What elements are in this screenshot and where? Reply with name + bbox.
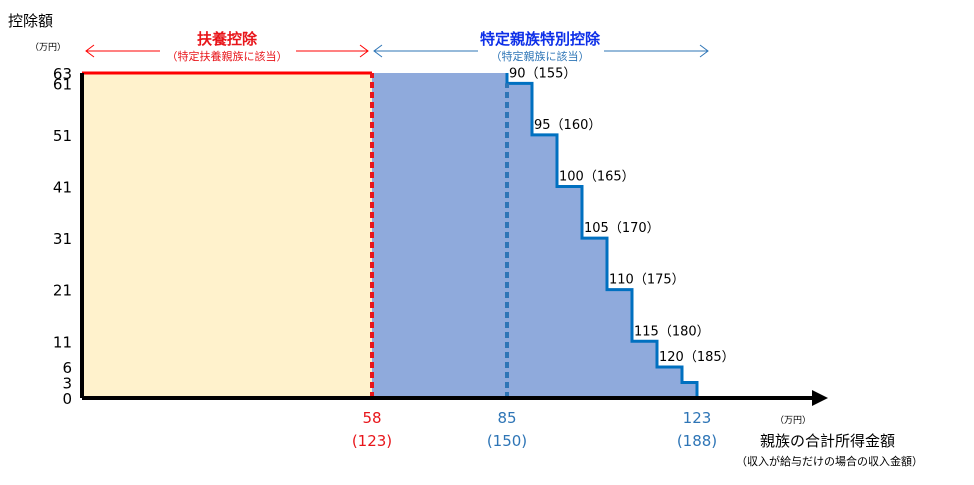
fuyou-arrowhead-left xyxy=(85,44,95,58)
y-tick-label: 6 xyxy=(62,359,72,377)
y-tick-label: 11 xyxy=(53,333,72,351)
region-title-fuyou: 扶養控除 xyxy=(197,30,258,48)
region-fuyou-fill xyxy=(82,73,372,398)
y-tick-label: 31 xyxy=(53,230,72,248)
y-tick-label: 51 xyxy=(53,127,72,145)
y-tick-label: 63 xyxy=(53,65,72,83)
x-tick-label-58: 58 xyxy=(362,409,381,427)
x-axis-unit: （万円） xyxy=(775,415,811,426)
y-tick-label: 21 xyxy=(53,282,72,300)
step-label: 100（165） xyxy=(559,169,635,184)
x-tick-label-123: 123 xyxy=(683,409,712,427)
region-note-tokutei: （特定親族に該当） xyxy=(491,49,590,63)
x-tick-sublabel-85: (150) xyxy=(487,432,527,450)
x-tick-sublabel-58: (123) xyxy=(352,432,392,450)
y-tick-label: 61 xyxy=(53,75,72,93)
tokutei-arrowhead-left xyxy=(373,44,383,58)
region-note-fuyou: （特定扶養親族に該当） xyxy=(167,49,288,63)
y-tick-label: 41 xyxy=(53,178,72,196)
x-axis-note: （収入が給与だけの場合の収入金額） xyxy=(736,454,923,468)
step-label: 90（155） xyxy=(509,66,576,81)
x-axis-title: 親族の合計所得金額 xyxy=(760,432,895,450)
y-tick-label: 0 xyxy=(62,390,72,408)
step-label: 110（175） xyxy=(609,273,685,288)
region-title-tokutei: 特定親族特別控除 xyxy=(480,30,601,48)
region-tokutei-fill xyxy=(372,73,737,398)
x-tick-sublabel-123: (188) xyxy=(677,432,717,450)
tokutei-arrowhead-right xyxy=(699,44,709,58)
fuyou-arrowhead-right xyxy=(359,44,369,58)
step-label: 120（185） xyxy=(659,350,735,365)
x-axis-arrowhead xyxy=(812,390,828,406)
y-tick-label: 3 xyxy=(62,375,72,393)
step-label: 95（160） xyxy=(534,118,601,133)
y-axis-unit: （万円） xyxy=(30,42,66,53)
tokutei-step-line xyxy=(505,73,737,400)
x-tick-label-85: 85 xyxy=(497,409,516,427)
step-label: 115（180） xyxy=(634,324,710,339)
step-label: 105（170） xyxy=(584,221,660,236)
y-axis-title: 控除額 xyxy=(8,12,53,30)
